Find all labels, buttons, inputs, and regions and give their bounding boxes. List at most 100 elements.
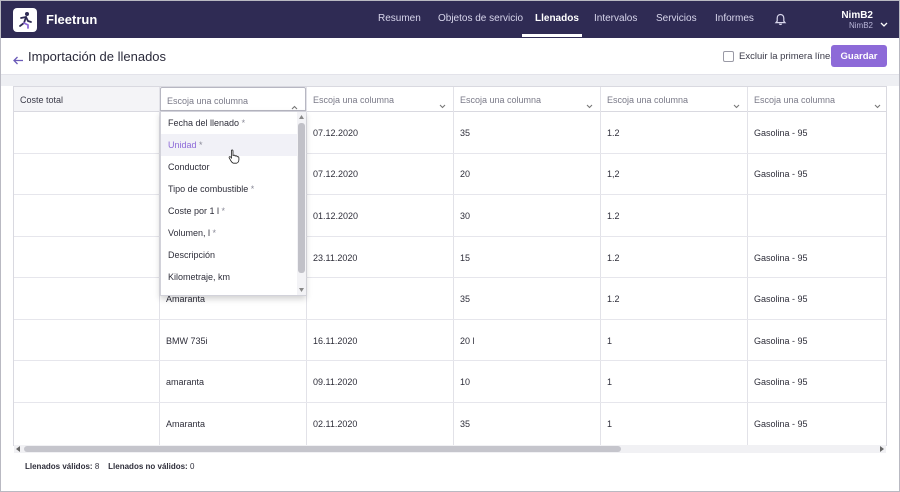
column-header: Coste total: [14, 87, 159, 112]
required-marker: *: [212, 228, 217, 238]
chevron-down-icon: [586, 96, 593, 114]
dropdown-option[interactable]: Volumen, l *: [161, 222, 297, 244]
row-divider: [14, 236, 886, 237]
row-divider: [14, 194, 886, 195]
import-summary: Llenados válidos: 8 Llenados no válidos:…: [25, 462, 194, 471]
column-options-dropdown: Fecha del llenado * Unidad * Conductor T…: [160, 111, 306, 296]
table-cell: 1: [607, 377, 613, 387]
row-divider: [14, 360, 886, 361]
row-divider: [14, 153, 886, 154]
table-cell: 1.2: [607, 128, 620, 138]
table-cell: 07.12.2020: [313, 169, 359, 179]
dropdown-option[interactable]: Tipo de combustible *: [161, 178, 297, 200]
table-cell: 35: [460, 294, 471, 304]
table-cell: Gasolina - 95: [754, 128, 808, 138]
option-label: Volumen, l: [168, 228, 211, 238]
column-6: Escoja una columna: [748, 87, 886, 445]
table-cell: 1: [607, 419, 613, 429]
table-cell: amaranta: [166, 377, 205, 387]
scroll-up-icon[interactable]: [299, 115, 304, 119]
column-select[interactable]: Escoja una columna: [454, 87, 600, 112]
column-4: Escoja una columna: [454, 87, 601, 445]
back-arrow-icon[interactable]: [13, 52, 24, 70]
brand-name: Fleetrun: [46, 12, 98, 27]
table-cell: Gasolina - 95: [754, 294, 808, 304]
dropdown-option[interactable]: Fecha del llenado *: [161, 112, 297, 134]
column-select-label: Escoja una columna: [607, 95, 689, 105]
column-3: Escoja una columna: [307, 87, 454, 445]
nav-informes[interactable]: Informes: [715, 13, 754, 24]
option-label: Coste por 1 l: [168, 206, 220, 216]
table-cell: 1.2: [607, 253, 620, 263]
save-button[interactable]: Guardar: [831, 45, 887, 67]
column-select-label: Escoja una columna: [754, 95, 836, 105]
column-select[interactable]: Escoja una columna: [748, 87, 886, 114]
chevron-down-icon: [439, 96, 446, 114]
table-cell: BMW 735i: [166, 336, 208, 346]
table-cell: Gasolina - 95: [754, 253, 808, 263]
table-cell: 30: [460, 211, 471, 221]
table-cell: 35: [460, 128, 471, 138]
option-label: Unidad: [168, 140, 197, 150]
exclude-first-line-label[interactable]: Excluir la primera línea: [739, 51, 836, 62]
table-cell: 35: [460, 419, 471, 429]
required-marker: *: [241, 118, 246, 128]
hand-cursor-icon: [228, 149, 240, 169]
dropdown-option[interactable]: Conductor: [161, 156, 297, 178]
column-select-label: Escoja una columna: [167, 96, 249, 106]
fleetrun-logo[interactable]: [13, 8, 37, 32]
table-cell: 1.2: [607, 211, 620, 221]
table-cell: Gasolina - 95: [754, 336, 808, 346]
table-cell: 10: [460, 377, 471, 387]
page-header: [1, 38, 899, 75]
column-select[interactable]: Escoja una columna: [601, 87, 747, 112]
table-cell: 01.12.2020: [313, 211, 359, 221]
chevron-down-icon: [874, 96, 881, 114]
column-select-open[interactable]: Escoja una columna: [160, 87, 306, 111]
nav-intervalos[interactable]: Intervalos: [594, 13, 638, 24]
dropdown-option[interactable]: Descripción: [161, 244, 297, 266]
nav-resumen[interactable]: Resumen: [378, 13, 421, 24]
user-name[interactable]: NimB2: [841, 10, 873, 21]
dropdown-option-hovered[interactable]: Unidad *: [161, 134, 297, 156]
scroll-down-icon[interactable]: [299, 288, 304, 292]
dropdown-scrollbar-thumb[interactable]: [298, 123, 305, 273]
invalid-label: Llenados no válidos:: [108, 462, 188, 471]
column-coste-total: Coste total: [14, 87, 160, 445]
table-cell: 15: [460, 253, 471, 263]
invalid-count: 0: [189, 462, 195, 471]
horizontal-scrollbar-thumb[interactable]: [24, 446, 621, 452]
scroll-left-icon[interactable]: [16, 446, 20, 452]
column-header-label: Coste total: [20, 95, 64, 105]
nav-servicios[interactable]: Servicios: [656, 13, 697, 24]
table-cell: Amaranta: [166, 294, 206, 304]
option-label: Descripción: [168, 250, 216, 260]
exclude-first-line-checkbox[interactable]: [723, 51, 734, 62]
column-5: Escoja una columna: [601, 87, 748, 445]
column-select-label: Escoja una columna: [313, 95, 395, 105]
nav-llenados[interactable]: Llenados: [535, 13, 579, 24]
table-cell: Amaranta: [166, 419, 206, 429]
column-select[interactable]: Escoja una columna: [307, 87, 453, 112]
nav-objetos-de-servicio[interactable]: Objetos de servicio: [438, 13, 524, 24]
row-divider: [14, 402, 886, 403]
dropdown-option[interactable]: Coste por 1 l *: [161, 200, 297, 222]
scroll-right-icon[interactable]: [880, 446, 884, 452]
dropdown-option[interactable]: Kilometraje, km: [161, 266, 297, 288]
option-label: Kilometraje, km: [168, 272, 231, 282]
table-cell: 1: [607, 336, 613, 346]
required-marker: *: [250, 184, 255, 194]
option-label: Fecha del llenado: [168, 118, 240, 128]
table-cell: Gasolina - 95: [754, 169, 808, 179]
bell-icon[interactable]: [774, 13, 787, 31]
required-marker: *: [221, 206, 226, 216]
table-cell: 09.11.2020: [313, 377, 358, 387]
valid-label: Llenados válidos:: [25, 462, 93, 471]
import-table: Coste total Escoja una columna Escoja un…: [13, 86, 887, 446]
chevron-up-icon: [291, 97, 298, 115]
chevron-down-icon[interactable]: [880, 15, 888, 33]
page-title: Importación de llenados: [28, 49, 167, 64]
row-divider: [14, 319, 886, 320]
required-marker: *: [199, 140, 203, 150]
table-cell: 1.2: [607, 294, 620, 304]
